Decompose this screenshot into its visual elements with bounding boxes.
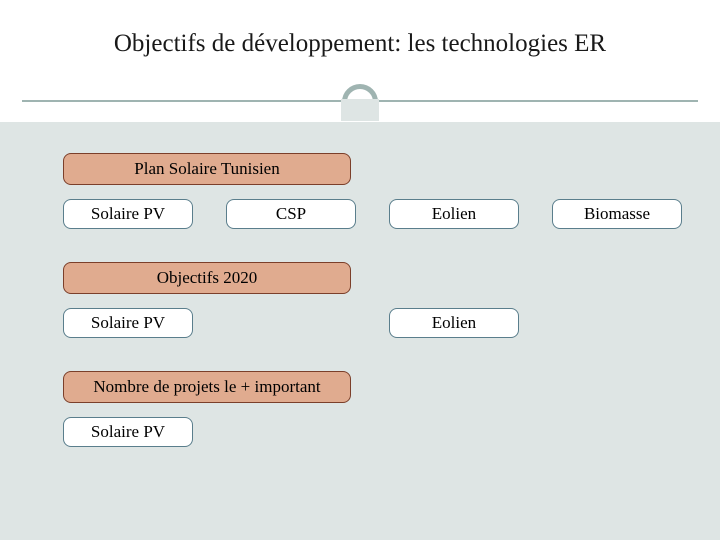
slide-title: Objectifs de développement: les technolo…: [0, 30, 720, 58]
tech-item-eolien-2: Eolien: [389, 308, 519, 338]
divider-circle-icon: [342, 84, 378, 120]
tech-item-pv-2: Solaire PV: [63, 308, 193, 338]
slide-canvas: Objectifs de développement: les technolo…: [0, 0, 720, 540]
section-header-hdr-plan: Plan Solaire Tunisien: [63, 153, 351, 185]
section-header-hdr-2020: Objectifs 2020: [63, 262, 351, 294]
tech-item-pv-1: Solaire PV: [63, 199, 193, 229]
tech-item-pv-3: Solaire PV: [63, 417, 193, 447]
tech-item-eolien-1: Eolien: [389, 199, 519, 229]
tech-item-biomasse: Biomasse: [552, 199, 682, 229]
tech-item-csp: CSP: [226, 199, 356, 229]
section-header-hdr-projets: Nombre de projets le + important: [63, 371, 351, 403]
